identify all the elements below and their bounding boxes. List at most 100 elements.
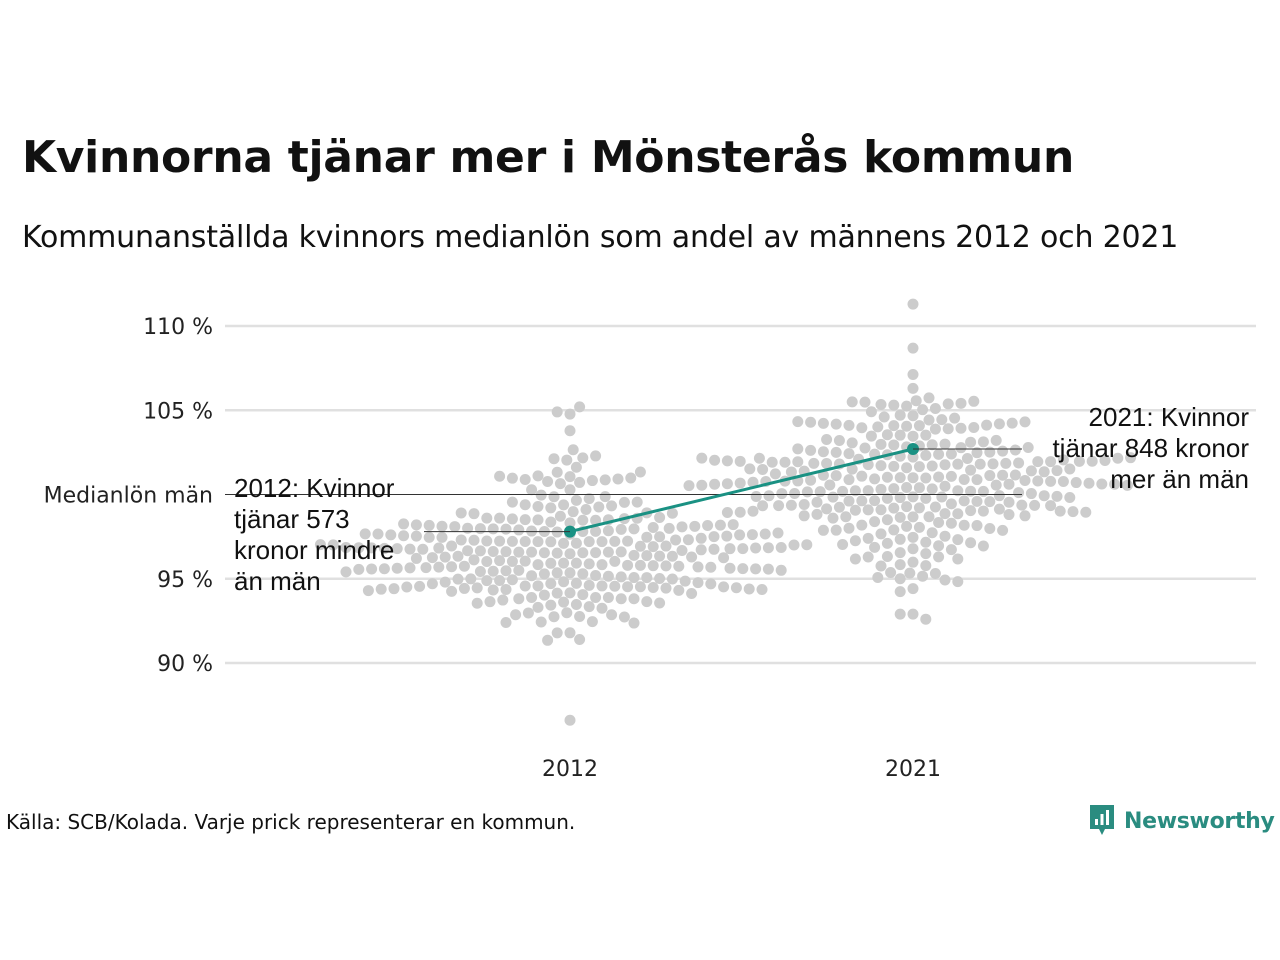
swarm-dot — [971, 520, 983, 532]
source-note: Källa: SCB/Kolada. Varje prick represent… — [6, 810, 576, 834]
swarm-dot — [856, 519, 868, 531]
swarm-dot — [596, 602, 608, 614]
swarm-dot — [830, 446, 842, 458]
swarm-dot — [673, 584, 685, 596]
swarm-dot — [615, 546, 627, 558]
swarm-dot — [862, 551, 874, 563]
swarm-dot — [551, 547, 563, 559]
swarm-dot — [917, 570, 929, 582]
swarm-dot — [682, 534, 694, 546]
swarm-dot — [939, 508, 951, 520]
swarm-dot — [792, 456, 804, 468]
swarm-dot — [817, 524, 829, 536]
swarm-dot — [837, 485, 849, 497]
swarm-dot — [506, 472, 518, 484]
swarm-dot — [997, 469, 1009, 481]
swarm-dot — [474, 565, 486, 577]
swarm-dot — [686, 587, 698, 599]
swarm-dot — [744, 463, 756, 475]
swarm-dot — [609, 555, 621, 567]
swarm-dot — [564, 517, 576, 529]
swarm-dot — [894, 608, 906, 620]
swarm-dot — [772, 527, 784, 539]
swarm-dot — [1080, 506, 1092, 518]
swarm-dot — [458, 582, 470, 594]
swarm-dot — [849, 504, 861, 516]
swarm-dot — [942, 423, 954, 435]
swarm-dot — [388, 583, 400, 595]
swarm-dot — [564, 471, 576, 483]
swarm-dot — [519, 580, 531, 592]
swarm-dot — [577, 514, 589, 526]
swarm-dot — [1109, 478, 1121, 490]
swarm-dot — [622, 581, 634, 593]
swarm-dot — [856, 470, 868, 482]
swarm-dot — [990, 434, 1002, 446]
swarm-dot — [904, 567, 916, 579]
swarm-dot — [513, 564, 525, 576]
swarm-dot — [901, 400, 913, 412]
swarm-dot — [570, 461, 582, 473]
swarm-dot — [907, 608, 919, 620]
swarm-dot — [506, 555, 518, 567]
swarm-dot — [763, 490, 775, 502]
swarm-dot — [628, 593, 640, 605]
swarm-dot — [945, 498, 957, 510]
swarm-dot — [583, 536, 595, 548]
swarm-dot — [907, 298, 919, 310]
swarm-dot — [907, 368, 919, 380]
swarm-dot — [494, 470, 506, 482]
swarm-dot — [1016, 499, 1028, 511]
swarm-dot — [798, 510, 810, 522]
annotation-2021-line: mer än män — [1110, 464, 1249, 494]
swarm-dot — [888, 502, 900, 514]
swarm-dot — [923, 414, 935, 426]
swarm-dot — [548, 491, 560, 503]
swarm-dot — [634, 540, 646, 552]
swarm-dot — [875, 438, 887, 450]
swarm-dot — [888, 439, 900, 451]
swarm-dot — [894, 409, 906, 421]
swarm-dot — [494, 555, 506, 567]
swarm-dot — [1032, 475, 1044, 487]
swarm-dot — [452, 573, 464, 585]
swarm-dot — [654, 531, 666, 543]
swarm-dot — [843, 474, 855, 486]
swarm-dot — [920, 429, 932, 441]
swarm-dot — [907, 491, 919, 503]
swarm-dot — [875, 528, 887, 540]
swarm-dot — [599, 491, 611, 503]
swarm-dot — [1019, 474, 1031, 486]
swarm-dot — [586, 475, 598, 487]
swarm-dot — [506, 496, 518, 508]
swarm-dot — [676, 521, 688, 533]
swarm-dot — [410, 530, 422, 542]
swarm-dot — [564, 627, 576, 639]
swarm-dot — [1003, 509, 1015, 521]
swarm-dot — [327, 539, 339, 551]
swarm-dot — [929, 501, 941, 513]
swarm-dot — [474, 545, 486, 557]
swarm-dot — [590, 547, 602, 559]
swarm-dot — [923, 511, 935, 523]
swarm-dot — [618, 496, 630, 508]
swarm-dot — [1070, 477, 1082, 489]
swarm-dot — [762, 542, 774, 554]
swarm-dot — [808, 457, 820, 469]
swarm-dot — [984, 470, 996, 482]
swarm-dot — [558, 596, 570, 608]
swarm-dot — [439, 551, 451, 563]
swarm-dot — [708, 531, 720, 543]
swarm-dot — [558, 576, 570, 588]
swarm-dot — [714, 519, 726, 531]
swarm-dot — [747, 505, 759, 517]
swarm-dot — [785, 466, 797, 478]
chart-subtitle: Kommunanställda kvinnors medianlön som a… — [22, 220, 1179, 255]
swarm-dot — [564, 548, 576, 560]
swarm-dot — [647, 560, 659, 572]
swarm-dot — [750, 542, 762, 554]
swarm-dot — [762, 563, 774, 575]
swarm-dot — [961, 453, 973, 465]
x-tick-label: 2012 — [542, 757, 598, 782]
swarm-dot — [696, 452, 708, 464]
